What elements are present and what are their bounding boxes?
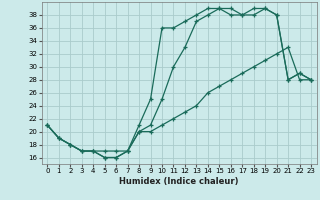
X-axis label: Humidex (Indice chaleur): Humidex (Indice chaleur) bbox=[119, 177, 239, 186]
